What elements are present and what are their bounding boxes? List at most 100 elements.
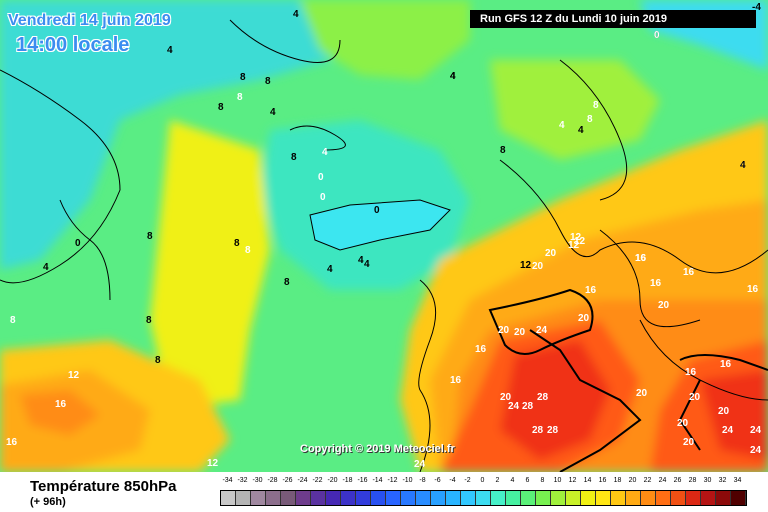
- scale-swatch: [461, 491, 476, 505]
- scale-value-label: -16: [357, 477, 368, 484]
- isotherm-label: 16: [6, 437, 18, 448]
- scale-value-label: 4: [510, 477, 515, 484]
- isotherm-label: 8: [291, 152, 297, 163]
- scale-swatch: [236, 491, 251, 505]
- isotherm-label: 16: [475, 344, 487, 355]
- scale-value-label: -30: [252, 477, 263, 484]
- isotherm-label: 16: [683, 267, 695, 278]
- scale-value-label: 2: [495, 477, 500, 484]
- scale-swatch: [671, 491, 686, 505]
- isotherm-label: 4: [43, 262, 49, 273]
- scale-value-label: -32: [237, 477, 248, 484]
- variable-title: Température 850hPa: [30, 478, 177, 495]
- isotherm-label: 16: [635, 253, 647, 264]
- isotherm-label: -4: [752, 2, 761, 13]
- scale-value-label: 20: [628, 477, 637, 484]
- isotherm-label: 8: [284, 277, 290, 288]
- copyright-notice: Copyright © 2019 Meteociel.fr: [300, 443, 455, 455]
- scale-value-label: 6: [525, 477, 530, 484]
- scale-swatch: [446, 491, 461, 505]
- scale-value-label: -12: [387, 477, 398, 484]
- isotherm-label: 16: [450, 375, 462, 386]
- isotherm-label: 8: [147, 231, 153, 242]
- scale-value-label: 26: [673, 477, 682, 484]
- scale-value-label: 18: [613, 477, 622, 484]
- scale-swatch: [311, 491, 326, 505]
- temperature-fields: [0, 0, 768, 472]
- scale-swatch: [581, 491, 596, 505]
- isotherm-label: 4: [578, 125, 584, 136]
- isotherm-label: 8: [146, 315, 152, 326]
- isotherm-label: 24: [508, 401, 520, 412]
- isotherm-label: 20: [578, 313, 590, 324]
- scale-swatch: [686, 491, 701, 505]
- isotherm-label: 0: [320, 192, 326, 203]
- isotherm-label: 12: [574, 236, 586, 247]
- scale-swatch: [476, 491, 491, 505]
- scale-value-label: 28: [688, 477, 697, 484]
- scale-value-label: -6: [434, 477, 441, 484]
- isotherm-label: 16: [55, 399, 67, 410]
- isotherm-label: 0: [654, 30, 660, 41]
- scale-swatch: [626, 491, 641, 505]
- scale-value-label: -34: [222, 477, 233, 484]
- isotherm-label: 8: [587, 114, 593, 125]
- isotherm-label: 28: [537, 392, 549, 403]
- lead-time-label: (+ 96h): [30, 496, 66, 508]
- isotherm-label: 16: [585, 285, 597, 296]
- isotherm-label: 4: [740, 160, 746, 171]
- isotherm-label: 8: [265, 76, 271, 87]
- isotherm-label: 12: [520, 260, 532, 271]
- scale-value-label: -4: [449, 477, 456, 484]
- isotherm-label: 20: [683, 437, 695, 448]
- cold-pocket: [309, 199, 451, 251]
- scale-value-label: 8: [540, 477, 545, 484]
- isotherm-label: 16: [650, 278, 662, 289]
- isotherm-label: 20: [514, 327, 526, 338]
- scale-value-label: 32: [718, 477, 727, 484]
- scale-value-label: 34: [733, 477, 742, 484]
- scale-swatch: [326, 491, 341, 505]
- isotherm-label: 20: [545, 248, 557, 259]
- isotherm-label: 12: [568, 240, 580, 251]
- isotherm-label: 4: [167, 45, 173, 56]
- isotherm-label: 4: [559, 120, 565, 131]
- isotherm-label: 0: [318, 172, 324, 183]
- scale-swatch: [566, 491, 581, 505]
- scale-swatch: [521, 491, 536, 505]
- scale-swatch: [401, 491, 416, 505]
- scale-value-label: -14: [372, 477, 383, 484]
- isotherm-label: 24: [722, 425, 734, 436]
- isotherm-label: 16: [720, 359, 732, 370]
- scale-swatch: [251, 491, 266, 505]
- scale-swatch: [416, 491, 431, 505]
- scale-value-label: 30: [703, 477, 712, 484]
- isotherm-label: 28: [532, 425, 544, 436]
- isotherm-label: 20: [677, 418, 689, 429]
- scale-value-label: 0: [480, 477, 485, 484]
- isotherm-label: 20: [658, 300, 670, 311]
- scale-swatch: [296, 491, 311, 505]
- isotherm-label: 16: [747, 284, 759, 295]
- isotherm-label: 8: [593, 100, 599, 111]
- scale-value-label: 14: [583, 477, 592, 484]
- isotherm-label: 8: [218, 102, 224, 113]
- scale-value-label: -20: [327, 477, 338, 484]
- isotherm-label: 8: [155, 355, 161, 366]
- isotherm-label: 0: [654, 30, 660, 41]
- isotherm-label: 0: [374, 205, 380, 216]
- coastlines: [0, 19, 768, 472]
- isotherm-label: 24: [536, 325, 548, 336]
- isotherm-label: 4: [270, 107, 276, 118]
- scale-value-label: 22: [643, 477, 652, 484]
- scale-swatch: [266, 491, 281, 505]
- scale-swatch: [371, 491, 386, 505]
- isotherms: [488, 288, 768, 472]
- isotherm-label: 20: [532, 261, 544, 272]
- isotherm-label: 4: [327, 264, 333, 275]
- isotherm-label: 28: [547, 425, 559, 436]
- scale-value-label: -28: [267, 477, 278, 484]
- isotherm-label: 24: [414, 459, 426, 470]
- scale-swatch: [551, 491, 566, 505]
